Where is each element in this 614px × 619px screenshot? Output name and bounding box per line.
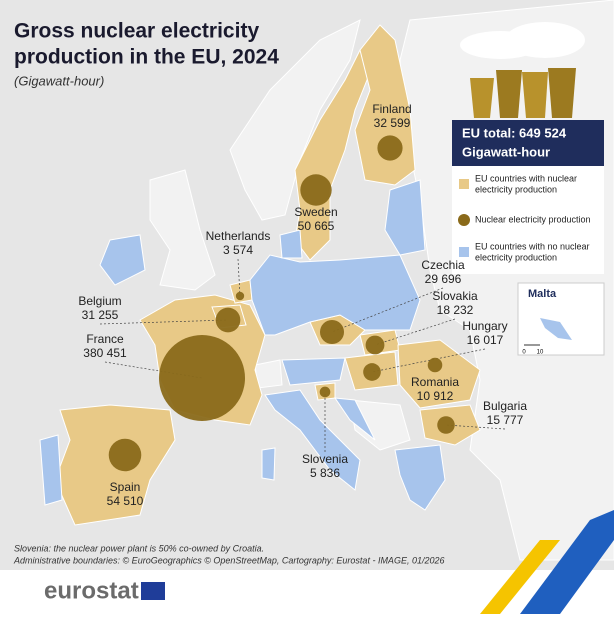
bubble bbox=[365, 335, 385, 355]
bubble bbox=[300, 174, 332, 206]
country-value: 16 017 bbox=[467, 333, 504, 347]
country-value: 380 451 bbox=[83, 346, 127, 360]
romania bbox=[397, 339, 481, 409]
country-value: 15 777 bbox=[487, 413, 524, 427]
bubble bbox=[377, 135, 403, 161]
scale-label: 0 bbox=[522, 350, 526, 356]
leader-line bbox=[99, 319, 229, 325]
portugal bbox=[39, 434, 63, 506]
country-value: 29 696 bbox=[425, 272, 462, 286]
title-line: production in the EU, 2024 bbox=[14, 46, 279, 69]
bubble bbox=[437, 416, 455, 434]
bubble bbox=[108, 438, 142, 472]
bubble bbox=[159, 335, 245, 421]
country-name: Bulgaria bbox=[483, 399, 527, 413]
greece bbox=[394, 444, 446, 511]
country-value: 50 665 bbox=[298, 219, 335, 233]
legend-swatch bbox=[458, 214, 470, 226]
country-name: Hungary bbox=[462, 319, 507, 333]
western-balkans bbox=[349, 399, 411, 451]
italy bbox=[264, 389, 361, 491]
austria bbox=[281, 357, 346, 386]
country-value: 31 255 bbox=[82, 308, 119, 322]
bubble bbox=[363, 363, 381, 381]
bubble bbox=[235, 291, 245, 301]
country-value: 10 912 bbox=[417, 389, 454, 403]
country-name: Romania bbox=[411, 375, 459, 389]
legend-label: electricity production bbox=[475, 184, 557, 194]
country-name: Finland bbox=[372, 102, 411, 116]
germany-poland bbox=[249, 254, 421, 336]
bubble bbox=[319, 386, 331, 398]
bubble bbox=[427, 357, 443, 373]
baltics bbox=[384, 179, 426, 256]
stripe bbox=[520, 510, 614, 614]
country-name: Slovenia bbox=[302, 452, 348, 466]
country-value: 32 599 bbox=[374, 116, 411, 130]
logo: eurostat bbox=[44, 577, 139, 604]
country-value: 3 574 bbox=[223, 243, 253, 257]
bubble bbox=[319, 319, 345, 345]
sardinia bbox=[261, 447, 276, 481]
total-title: EU total: 649 524 bbox=[462, 125, 567, 140]
norway bbox=[229, 19, 361, 221]
legend-swatch bbox=[459, 247, 469, 257]
scale-label: 10 bbox=[537, 350, 544, 356]
title-line: Gross nuclear electricity bbox=[14, 20, 259, 43]
country-name: Slovakia bbox=[432, 289, 478, 303]
bubble bbox=[215, 307, 241, 333]
malta-shape bbox=[540, 318, 572, 340]
inset-title: Malta bbox=[528, 288, 557, 300]
great-britain bbox=[149, 169, 216, 291]
denmark bbox=[279, 229, 303, 259]
cooling-towers-icon bbox=[460, 22, 585, 118]
country-name: Czechia bbox=[421, 258, 465, 272]
country-value: 54 510 bbox=[107, 494, 144, 508]
croatia bbox=[333, 397, 376, 441]
subtitle: (Gigawatt-hour) bbox=[14, 73, 104, 88]
legend-label: EU countries with no nuclear bbox=[475, 241, 590, 251]
stripe bbox=[480, 540, 560, 614]
legend-swatch bbox=[459, 179, 469, 189]
country-name: Netherlands bbox=[206, 229, 271, 243]
ireland bbox=[99, 234, 146, 286]
country-value: 18 232 bbox=[437, 303, 474, 317]
leader-line bbox=[371, 348, 486, 373]
eu-flag bbox=[141, 582, 165, 600]
leader-line bbox=[445, 424, 506, 430]
country-name: Spain bbox=[110, 480, 141, 494]
legend-label: electricity production bbox=[475, 252, 557, 262]
total-box bbox=[452, 120, 604, 166]
inset-box bbox=[517, 282, 605, 356]
country-name: Sweden bbox=[294, 205, 337, 219]
total-unit: Gigawatt-hour bbox=[462, 144, 550, 159]
country-value: 5 836 bbox=[310, 466, 340, 480]
note: Administrative boundaries: © EuroGeograp… bbox=[13, 555, 444, 565]
legend-label: Nuclear electricity production bbox=[475, 214, 591, 224]
note: Slovenia: the nuclear power plant is 50%… bbox=[14, 543, 264, 553]
legend-box bbox=[452, 166, 604, 274]
legend-label: EU countries with nuclear bbox=[475, 173, 577, 183]
country-name: Belgium bbox=[78, 294, 121, 308]
country-name: France bbox=[86, 332, 124, 346]
